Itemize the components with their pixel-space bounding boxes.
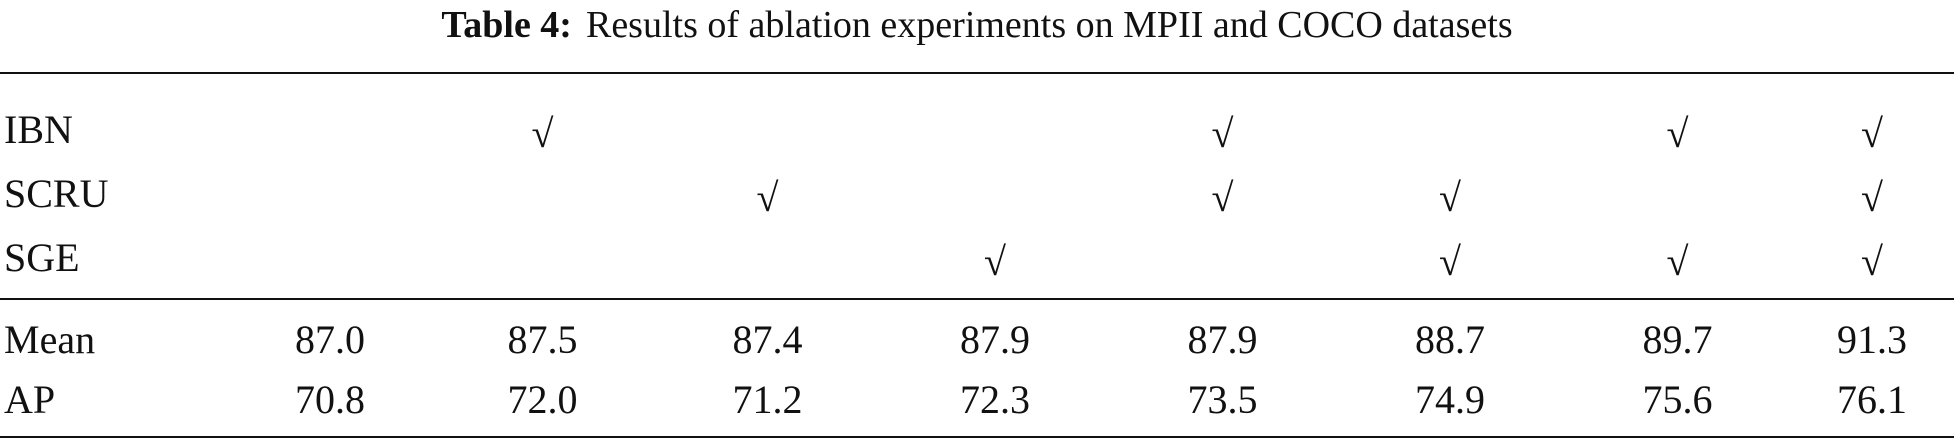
table-cell: 87.5 <box>507 317 578 362</box>
table-caption-label: Table 4: <box>441 4 572 46</box>
row-label-ap: AP <box>4 377 56 422</box>
checkmark-cell: √ <box>531 111 554 156</box>
checkmark-cell: √ <box>1211 111 1234 156</box>
table-cell: 75.6 <box>1642 377 1713 422</box>
checkmark-cell <box>655 98 880 162</box>
checkmark-cell <box>1110 226 1335 290</box>
table-row-scru: SCRU √ √ √ √ <box>0 162 1954 226</box>
checkmark-cell <box>1565 162 1790 226</box>
table-cell: 87.4 <box>732 317 803 362</box>
table-cell: 70.8 <box>295 377 365 422</box>
middle-rule <box>0 298 1954 300</box>
row-label-sge: SGE <box>4 235 80 280</box>
table-cell: 74.9 <box>1415 377 1485 422</box>
table-caption: Table 4: Results of ablation experiments … <box>0 0 1954 50</box>
checkmark-cell: √ <box>1439 175 1461 220</box>
checkmark-cell: √ <box>984 239 1006 284</box>
table-cell: 72.3 <box>960 377 1030 422</box>
table-cell: 87.9 <box>960 317 1030 362</box>
table-cell: 72.0 <box>507 377 578 422</box>
table-cell: 88.7 <box>1415 317 1485 362</box>
checkmark-cell <box>880 98 1110 162</box>
checkmark-cell <box>1335 98 1565 162</box>
checkmark-cell <box>880 162 1110 226</box>
checkmark-cell: √ <box>1861 111 1883 156</box>
checkmark-cell: √ <box>1666 111 1689 156</box>
checkmark-cell: √ <box>756 175 779 220</box>
metrics-table: Mean 87.0 87.5 87.4 87.9 87.9 88.7 89.7 … <box>0 310 1954 430</box>
top-rule <box>0 72 1954 74</box>
table-cell: 76.1 <box>1837 377 1907 422</box>
checkmark-cell <box>230 226 430 290</box>
row-label-mean: Mean <box>4 317 96 362</box>
table-cell: 87.9 <box>1187 317 1258 362</box>
table-cell: 73.5 <box>1187 377 1258 422</box>
bottom-rule <box>0 436 1954 438</box>
checkmark-cell <box>430 226 655 290</box>
checkmark-cell: √ <box>1666 239 1689 284</box>
checkmark-cell <box>430 162 655 226</box>
table-cell: 87.0 <box>295 317 365 362</box>
checkmark-cell: √ <box>1861 175 1883 220</box>
checkmark-cell: √ <box>1861 239 1883 284</box>
checkmark-cell <box>230 98 430 162</box>
table-row-sge: SGE √ √ √ √ <box>0 226 1954 290</box>
table-cell: 71.2 <box>732 377 803 422</box>
table-caption-text: Results of ablation experiments on MPII … <box>585 4 1513 46</box>
table-cell: 89.7 <box>1642 317 1713 362</box>
checkmark-cell <box>230 162 430 226</box>
table-row-ibn: IBN √ √ √ √ <box>0 98 1954 162</box>
row-label-scru: SCRU <box>4 171 109 216</box>
module-config-table: IBN √ √ √ √ SCRU √ √ √ √ SGE √ <box>0 98 1954 290</box>
checkmark-cell: √ <box>1439 239 1461 284</box>
checkmark-cell <box>655 226 880 290</box>
table-row-ap: AP 70.8 72.0 71.2 72.3 73.5 74.9 75.6 76… <box>0 370 1954 430</box>
row-label-ibn: IBN <box>4 107 73 152</box>
table-cell: 91.3 <box>1837 317 1907 362</box>
table-row-mean: Mean 87.0 87.5 87.4 87.9 87.9 88.7 89.7 … <box>0 310 1954 370</box>
checkmark-cell: √ <box>1211 175 1234 220</box>
